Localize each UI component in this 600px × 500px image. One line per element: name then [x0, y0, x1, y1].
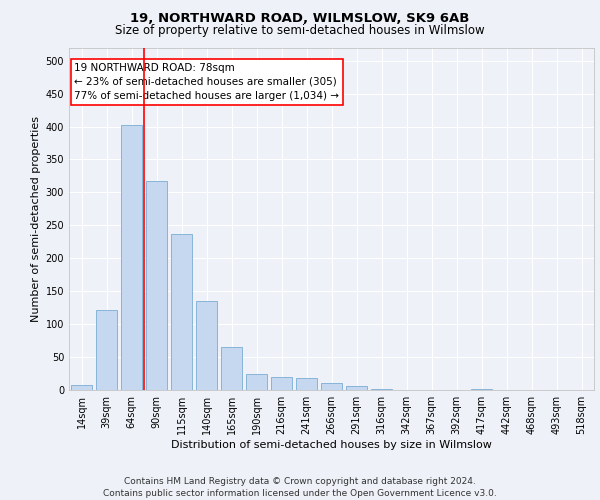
- Bar: [246, 374, 267, 390]
- Text: Contains HM Land Registry data © Crown copyright and database right 2024.
Contai: Contains HM Land Registry data © Crown c…: [103, 476, 497, 498]
- Bar: [271, 377, 292, 390]
- Bar: [321, 383, 342, 390]
- Bar: [296, 378, 317, 390]
- Text: 19 NORTHWARD ROAD: 78sqm
← 23% of semi-detached houses are smaller (305)
77% of : 19 NORTHWARD ROAD: 78sqm ← 23% of semi-d…: [74, 63, 339, 101]
- Bar: [96, 310, 117, 390]
- Text: 19, NORTHWARD ROAD, WILMSLOW, SK9 6AB: 19, NORTHWARD ROAD, WILMSLOW, SK9 6AB: [130, 12, 470, 26]
- Bar: [221, 347, 242, 390]
- Bar: [121, 125, 142, 390]
- Bar: [196, 301, 217, 390]
- X-axis label: Distribution of semi-detached houses by size in Wilmslow: Distribution of semi-detached houses by …: [171, 440, 492, 450]
- Bar: [146, 181, 167, 390]
- Bar: [171, 234, 192, 390]
- Bar: [71, 386, 92, 390]
- Text: Size of property relative to semi-detached houses in Wilmslow: Size of property relative to semi-detach…: [115, 24, 485, 37]
- Y-axis label: Number of semi-detached properties: Number of semi-detached properties: [31, 116, 41, 322]
- Bar: [346, 386, 367, 390]
